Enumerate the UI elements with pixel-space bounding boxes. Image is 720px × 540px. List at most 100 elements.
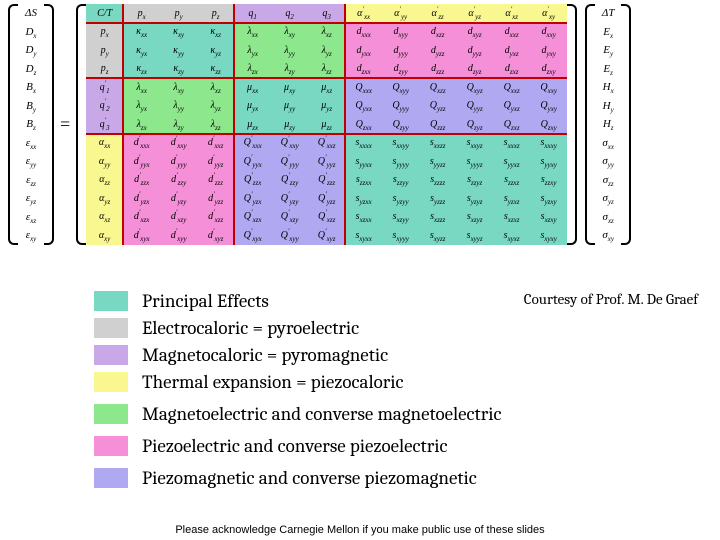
matrix-cell: d′xxx [123, 134, 160, 153]
matrix-cell: syzyz [456, 189, 493, 208]
matrix-cell: Q′yzz [308, 189, 345, 208]
vector-cell: σyy [595, 152, 621, 171]
vector-cell: Hy [595, 97, 621, 116]
legend-swatch [94, 468, 128, 488]
vector-cell: Dx [18, 23, 44, 42]
matrix-cell: sxzxz [493, 208, 530, 227]
matrix-cell: sxyxx [345, 226, 382, 245]
matrix-cell: Q′xxy [271, 134, 308, 153]
matrix-cell: λyz [308, 41, 345, 60]
vector-cell: By [18, 97, 44, 116]
vector-cell: εyy [18, 152, 44, 171]
matrix-cell: d′yyx [123, 152, 160, 171]
legend-row: Magnetoelectric and converse magnetoelec… [94, 403, 704, 425]
matrix-cell: syzxz [493, 189, 530, 208]
matrix-cell: q3 [308, 4, 345, 23]
matrix-cell: κyz [197, 41, 234, 60]
matrix-cell: λzz [197, 115, 234, 134]
matrix-cell: sxyyz [456, 226, 493, 245]
matrix-cell: dyxy [530, 41, 567, 60]
matrix-cell: Qxyz [456, 78, 493, 97]
matrix-cell: μzz [308, 115, 345, 134]
matrix-cell: dxyz [456, 23, 493, 42]
matrix-cell: λzz [308, 60, 345, 79]
matrix-cell: d′xxy [160, 134, 197, 153]
vector-cell: εyz [18, 189, 44, 208]
matrix-cell: Q′zzz [308, 171, 345, 190]
matrix-cell: dxxx [345, 23, 382, 42]
matrix-cell: sxzyz [456, 208, 493, 227]
matrix-cell: sxxzz [419, 134, 456, 153]
matrix-cell: λzy [160, 115, 197, 134]
matrix-cell: Qzxy [530, 115, 567, 134]
vector-cell: εzz [18, 171, 44, 190]
matrix-cell: py [86, 41, 123, 60]
legend-label: Magnetoelectric and converse magnetoelec… [142, 403, 502, 425]
vector-cell: σxz [595, 208, 621, 227]
matrix-cell: κxx [123, 23, 160, 42]
matrix-cell: λxz [197, 78, 234, 97]
equals-sign: = [58, 114, 72, 135]
matrix-cell: dxxz [493, 23, 530, 42]
matrix-cell: d′xxz [197, 134, 234, 153]
matrix-cell: Q′yzx [234, 189, 271, 208]
matrix-cell: Q′xxx [234, 134, 271, 153]
vector-cell: Hx [595, 78, 621, 97]
matrix-cell: αyy [86, 152, 123, 171]
legend-label: Piezomagnetic and converse piezomagnetic [142, 467, 477, 489]
matrix-cell: Q′zzx [234, 171, 271, 190]
matrix-cell: sxzxx [345, 208, 382, 227]
matrix-cell: syzxx [345, 189, 382, 208]
matrix-cell: κxy [160, 23, 197, 42]
matrix-cell: Qyyy [382, 97, 419, 116]
matrix-cell: Qzyz [456, 115, 493, 134]
matrix-cell: Qyxx [345, 97, 382, 116]
matrix-cell: Qxzz [419, 78, 456, 97]
matrix-cell: sxzxy [530, 208, 567, 227]
matrix-cell: Qzxz [493, 115, 530, 134]
matrix-cell: αxx [86, 134, 123, 153]
matrix-cell: Q′xxz [308, 134, 345, 153]
vector-cell: Ey [595, 41, 621, 60]
matrix-cell: szzxy [530, 171, 567, 190]
matrix-cell: Qyxz [493, 97, 530, 116]
matrix-cell: sxxxx [345, 134, 382, 153]
vector-cell: Ez [595, 60, 621, 79]
matrix-cell: sxzyy [382, 208, 419, 227]
matrix-cell: λzx [234, 60, 271, 79]
matrix-cell: szzxx [345, 171, 382, 190]
legend: Courtesy of Prof. M. De Graef Principal … [94, 290, 704, 494]
legend-label: Thermal expansion = piezocaloric [142, 371, 404, 393]
matrix-cell: q′3 [86, 115, 123, 134]
matrix-cell: dyxz [493, 41, 530, 60]
matrix-cell: α′xz [493, 4, 530, 23]
vector-cell: Bz [18, 115, 44, 134]
matrix-cell: d′xzz [197, 208, 234, 227]
matrix-cell: Qyzz [419, 97, 456, 116]
matrix-cell: μzy [271, 115, 308, 134]
matrix-cell: d′zzx [123, 171, 160, 190]
matrix-cell: κzz [197, 60, 234, 79]
matrix-cell: sxyzz [419, 226, 456, 245]
matrix-cell: Q′xzz [308, 208, 345, 227]
matrix-cell: d′yzz [197, 189, 234, 208]
vector-cell: σxy [595, 226, 621, 245]
matrix-cell: Q′yyz [308, 152, 345, 171]
matrix-cell: κzy [160, 60, 197, 79]
vector-cell: Dy [18, 41, 44, 60]
matrix-cell: α′xx [345, 4, 382, 23]
matrix-cell: Q′xzx [234, 208, 271, 227]
matrix-cell: dzxz [493, 60, 530, 79]
matrix-cell: Qzxx [345, 115, 382, 134]
legend-row: Thermal expansion = piezocaloric [94, 371, 704, 393]
vector-cell: εxy [18, 226, 44, 245]
matrix-cell: μyz [308, 97, 345, 116]
matrix-cell: κyy [160, 41, 197, 60]
matrix-cell: Q′xyx [234, 226, 271, 245]
matrix-cell: κyx [123, 41, 160, 60]
matrix-cell: d′xzy [160, 208, 197, 227]
matrix-cell: μxy [271, 78, 308, 97]
matrix-cell: Q′yyx [234, 152, 271, 171]
matrix-cell: sxxyz [456, 134, 493, 153]
legend-swatch [94, 291, 128, 311]
